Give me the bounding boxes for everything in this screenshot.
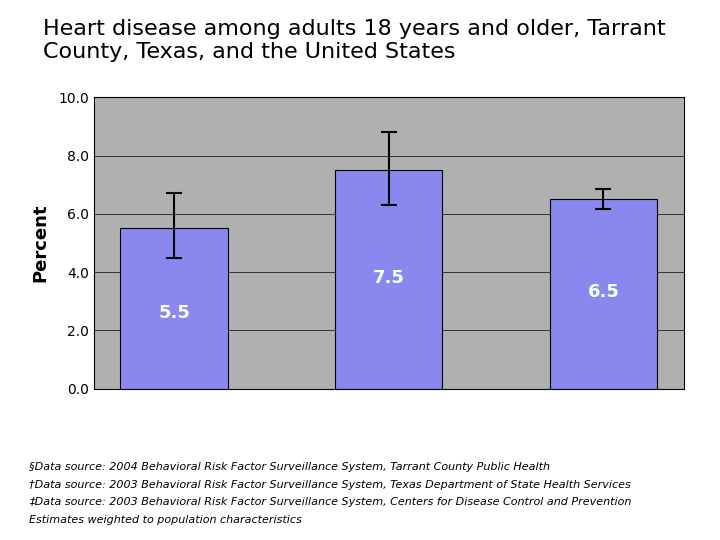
Text: §Data source: 2004 Behavioral Risk Factor Surveillance System, Tarrant County Pu: §Data source: 2004 Behavioral Risk Facto…	[29, 462, 550, 472]
Text: 6.5: 6.5	[588, 284, 619, 301]
Text: ‡Data source: 2003 Behavioral Risk Factor Surveillance System, Centers for Disea: ‡Data source: 2003 Behavioral Risk Facto…	[29, 497, 631, 508]
Text: Estimates weighted to population characteristics: Estimates weighted to population charact…	[29, 515, 302, 525]
Bar	[335, 170, 443, 389]
Text: Heart disease among adults 18 years and older, Tarrant
County, Texas, and the Un: Heart disease among adults 18 years and …	[43, 19, 666, 62]
Bar	[550, 199, 657, 389]
Y-axis label: Percent: Percent	[32, 204, 50, 282]
Text: 5.5: 5.5	[158, 303, 190, 322]
Bar	[120, 228, 228, 389]
Text: 7.5: 7.5	[373, 269, 405, 287]
Text: †Data source: 2003 Behavioral Risk Factor Surveillance System, Texas Department : †Data source: 2003 Behavioral Risk Facto…	[29, 480, 631, 490]
